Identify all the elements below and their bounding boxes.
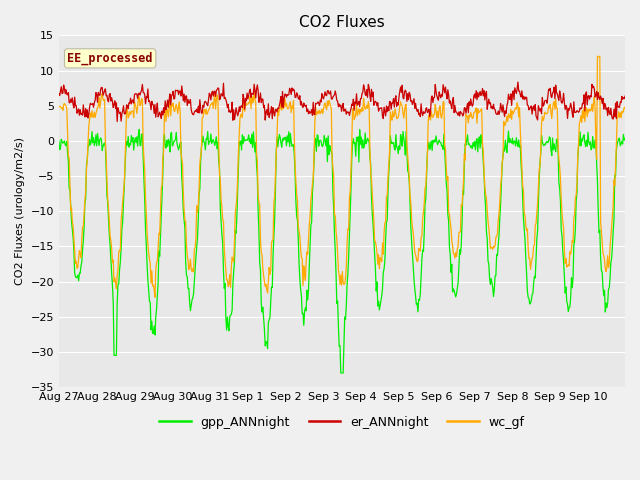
- Legend: gpp_ANNnight, er_ANNnight, wc_gf: gpp_ANNnight, er_ANNnight, wc_gf: [154, 410, 529, 433]
- Text: EE_processed: EE_processed: [67, 52, 153, 65]
- Y-axis label: CO2 Fluxes (urology/m2/s): CO2 Fluxes (urology/m2/s): [15, 137, 25, 285]
- Title: CO2 Fluxes: CO2 Fluxes: [299, 15, 385, 30]
